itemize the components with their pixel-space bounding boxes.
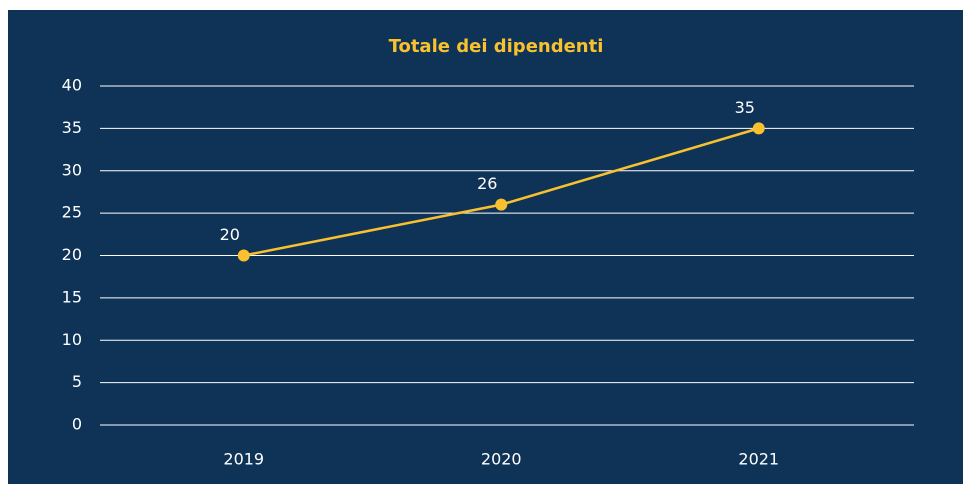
y-tick-label: 25 bbox=[62, 203, 82, 222]
y-tick-label: 40 bbox=[62, 76, 82, 95]
x-tick-label: 2021 bbox=[738, 450, 779, 469]
data-label: 26 bbox=[477, 174, 497, 193]
chart-title: Totale dei dipendenti bbox=[389, 36, 604, 57]
y-tick-label: 30 bbox=[62, 160, 82, 179]
chart-background bbox=[8, 10, 963, 484]
y-tick-label: 5 bbox=[72, 372, 82, 391]
y-tick-label: 20 bbox=[62, 245, 82, 264]
data-label: 35 bbox=[735, 98, 755, 117]
y-tick-label: 10 bbox=[62, 330, 82, 349]
data-point bbox=[495, 198, 508, 211]
data-label: 20 bbox=[220, 225, 240, 244]
x-tick-label: 2020 bbox=[481, 450, 522, 469]
y-tick-label: 0 bbox=[72, 415, 82, 434]
x-tick-label: 2019 bbox=[223, 450, 264, 469]
data-point bbox=[752, 122, 765, 135]
data-point bbox=[237, 249, 250, 262]
y-tick-label: 15 bbox=[62, 287, 82, 306]
y-tick-label: 35 bbox=[62, 118, 82, 137]
